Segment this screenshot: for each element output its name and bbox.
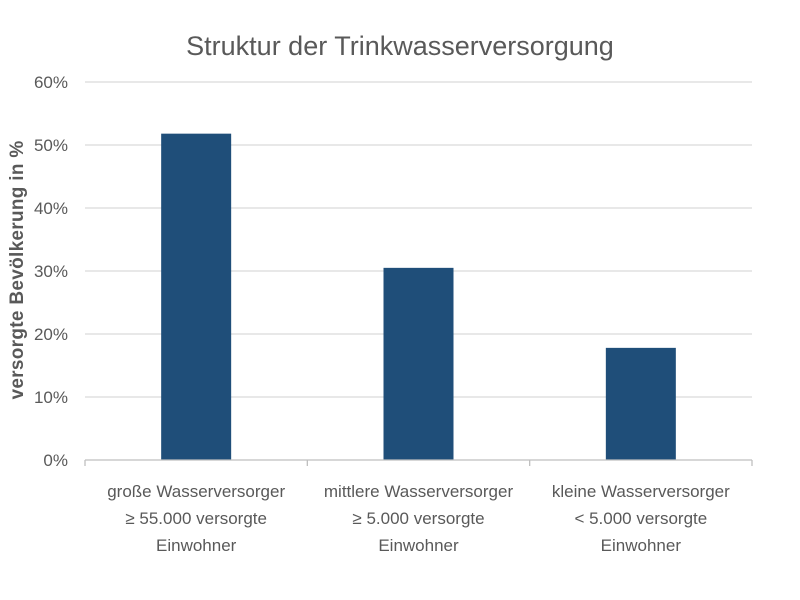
category-label: kleine Wasserversorger — [552, 482, 730, 501]
category-label: ≥ 5.000 versorgte — [352, 509, 484, 528]
category-label: mittlere Wasserversorger — [324, 482, 514, 501]
y-tick-label: 40% — [34, 199, 68, 218]
y-tick-label: 60% — [34, 73, 68, 92]
bar — [161, 133, 232, 460]
category-label: ≥ 55.000 versorgte — [125, 509, 267, 528]
y-tick-label: 50% — [34, 136, 68, 155]
y-axis-label: versorgte Bevölkerung in % — [7, 140, 28, 399]
chart-title: Struktur der Trinkwasserversorgung — [186, 31, 614, 61]
y-tick-label: 0% — [43, 451, 68, 470]
x-axis-ticks — [84, 460, 753, 466]
y-tick-label: 10% — [34, 388, 68, 407]
category-label: Einwohner — [601, 536, 682, 555]
category-labels: große Wasserversorger ≥ 55.000 versorgte E… — [107, 482, 730, 555]
bars — [161, 133, 676, 460]
bar — [605, 347, 676, 460]
y-tick-label: 30% — [34, 262, 68, 281]
category-label: < 5.000 versorgte — [574, 509, 707, 528]
category-label: große Wasserversorger — [107, 482, 285, 501]
category-label: Einwohner — [156, 536, 237, 555]
category-label: Einwohner — [378, 536, 459, 555]
y-tick-label: 20% — [34, 325, 68, 344]
bar — [383, 267, 454, 460]
y-axis-ticks: 0% 10% 20% 30% 40% 50% 60% — [34, 73, 68, 470]
